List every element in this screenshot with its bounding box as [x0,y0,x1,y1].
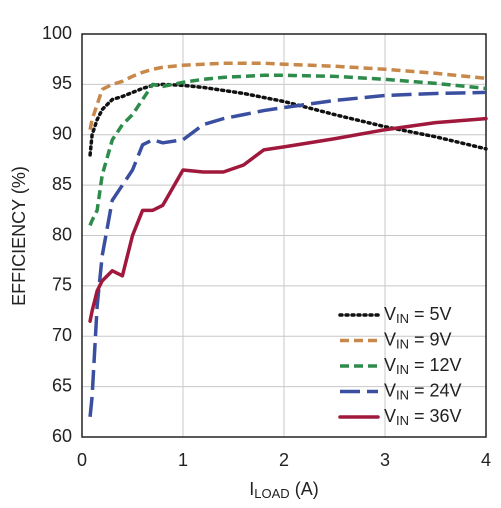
plot-frame [81,33,487,438]
series-line [88,61,487,131]
legend-label: VIN = 9V [384,329,452,352]
series-line [88,73,487,227]
y-tick-label: 70 [52,325,72,345]
y-tick-label: 85 [52,174,72,194]
y-tick-label: 95 [52,73,72,93]
y-tick-label: 100 [42,23,72,43]
series-line [88,82,488,157]
legend-label: VIN = 36V [384,406,462,429]
y-tick-label: 90 [52,124,72,144]
y-tick-label: 60 [52,426,72,446]
x-axis-label: ILOAD (A) [249,479,318,502]
series-line [88,90,487,418]
series-line [88,116,488,323]
y-axis-label: EFFICIENCY (%) [9,166,29,306]
y-tick-label: 65 [52,375,72,395]
legend-label: VIN = 24V [384,380,462,403]
x-tick-label: 1 [178,450,188,470]
x-tick-label: 2 [279,450,289,470]
y-tick-label: 80 [52,224,72,244]
x-tick-label: 0 [77,450,87,470]
x-tick-label: 3 [380,450,390,470]
y-tick-label: 75 [52,275,72,295]
legend-label: VIN = 12V [384,355,462,378]
x-tick-label: 4 [481,450,491,470]
legend-label: VIN = 5V [384,304,452,327]
